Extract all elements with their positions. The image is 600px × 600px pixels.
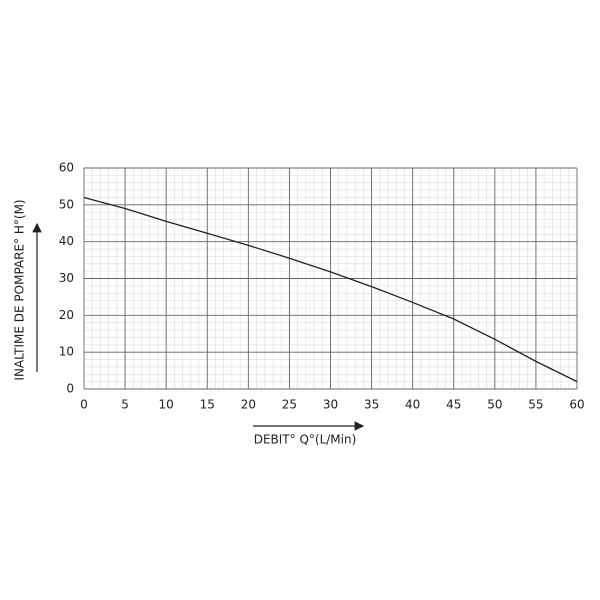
x-tick-label: 45 xyxy=(446,398,461,412)
y-tick-label: 10 xyxy=(59,345,74,359)
y-tick-label: 40 xyxy=(59,234,74,248)
x-tick-label: 10 xyxy=(159,398,174,412)
y-tick-label: 50 xyxy=(59,197,74,211)
x-axis-label: DEBIT° Q°(L/Min) xyxy=(254,433,357,447)
x-tick-label: 55 xyxy=(528,398,543,412)
x-tick-label: 15 xyxy=(200,398,215,412)
x-tick-label: 0 xyxy=(80,398,88,412)
x-tick-label: 30 xyxy=(323,398,338,412)
x-tick-label: 35 xyxy=(364,398,379,412)
x-tick-label: 20 xyxy=(241,398,256,412)
curve xyxy=(83,196,578,383)
x-tick-label: 60 xyxy=(569,398,584,412)
y-tick-label: 0 xyxy=(66,382,74,396)
y-tick-label: 30 xyxy=(59,271,74,285)
grid xyxy=(83,167,578,390)
x-tick-label: 50 xyxy=(487,398,502,412)
x-tick-label: 40 xyxy=(405,398,420,412)
x-tick-label: 5 xyxy=(121,398,129,412)
y-tick-label: 20 xyxy=(59,308,74,322)
x-tick-label: 25 xyxy=(282,398,297,412)
y-tick-label: 60 xyxy=(59,161,74,175)
y-axis-label: INALTIME DE POMPARE° H°(M) xyxy=(13,199,27,380)
